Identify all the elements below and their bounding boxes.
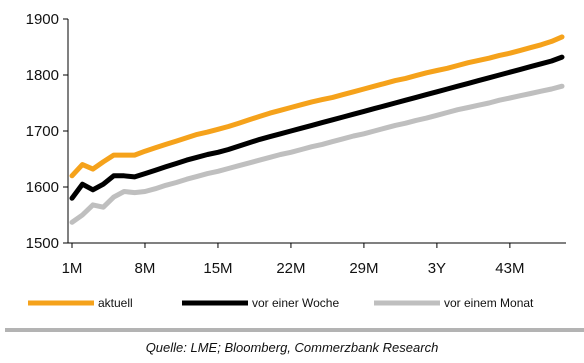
x-tick-label: 1M	[62, 260, 83, 277]
series-line	[69, 54, 565, 201]
source-note: Quelle: LME; Bloomberg, Commerzbank Rese…	[145, 340, 439, 355]
legend: aktuell vor einer Woche vor einem Monat	[28, 296, 534, 310]
x-tick-label: 8M	[135, 260, 156, 277]
x-tick-label: 29M	[349, 260, 378, 277]
x-tick-label: 15M	[203, 260, 232, 277]
y-tick-label: 1900	[26, 11, 59, 28]
y-tick-label: 1500	[26, 235, 59, 252]
x-tick-label: 3Y	[428, 260, 446, 277]
series-line	[69, 83, 565, 225]
y-tick-label: 1700	[26, 123, 59, 140]
series-line	[69, 34, 565, 179]
y-axis: 1500 1600 1700 1800 1900	[26, 11, 69, 252]
x-tick-label: 22M	[276, 260, 305, 277]
y-tick-label: 1600	[26, 179, 59, 196]
plot-lines	[69, 34, 565, 225]
legend-label: vor einer Woche	[252, 296, 339, 310]
x-axis: 1M 8M 15M 22M 29M 3Y 43M	[62, 242, 566, 277]
legend-label: aktuell	[98, 296, 133, 310]
y-tick-label: 1800	[26, 67, 59, 84]
x-tick-label: 43M	[495, 260, 524, 277]
legend-label: vor einem Monat	[444, 296, 534, 310]
